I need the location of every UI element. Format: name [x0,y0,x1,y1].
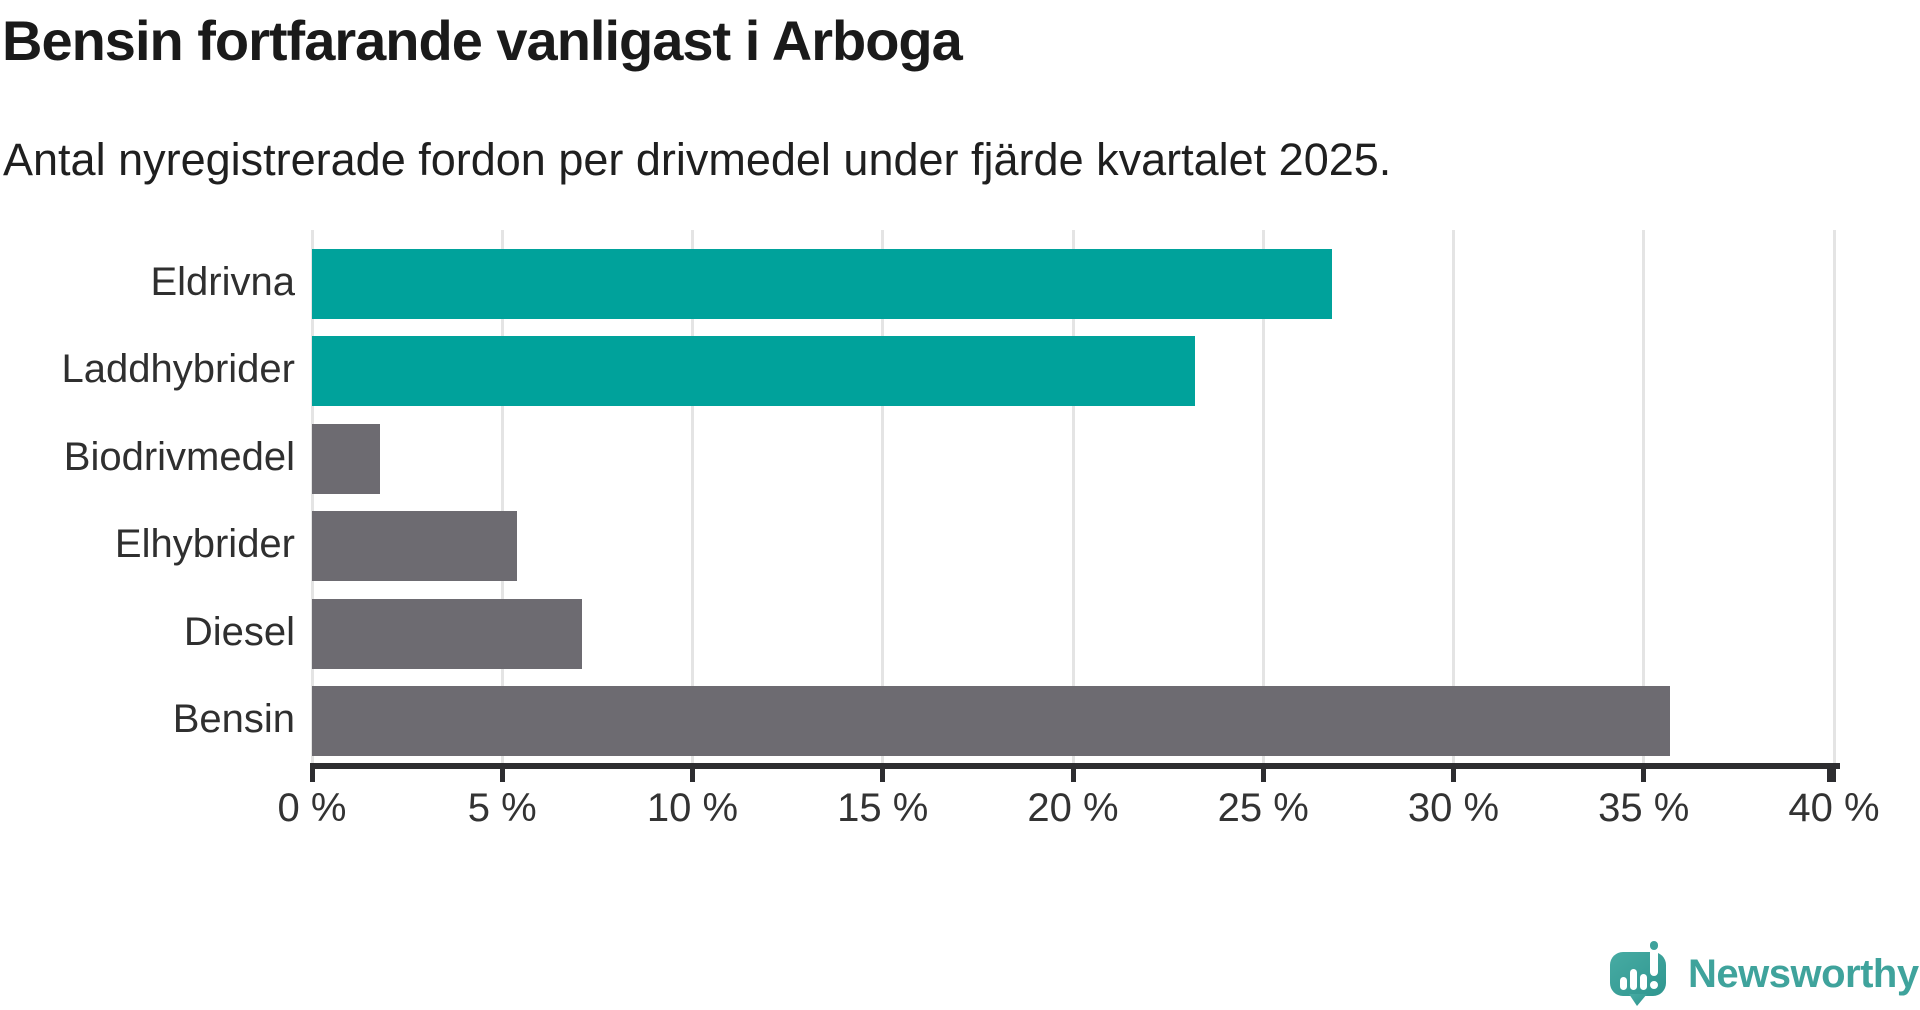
x-axis-tick [1451,769,1456,782]
x-axis-tick-label: 30 % [1407,786,1500,830]
logo-bubble-tail [1629,994,1647,1006]
x-axis-tick [1070,769,1076,782]
x-axis-tick-label: 20 % [1027,786,1119,830]
plot-area: Eldrivna Laddhybrider Biodrivmedel Elhybrid… [62,230,1880,830]
x-axis-tick [1827,769,1836,782]
category-label: Biodrivmedel [63,434,295,479]
chart-subtitle: Antal nyregistrerade fordon per drivmede… [3,134,1392,185]
category-label: Elhybrider [114,522,295,567]
gridline [1642,230,1646,763]
bar-biodrivmedel [312,423,381,494]
x-axis-tick [1260,769,1266,782]
gridline [500,230,504,763]
gridline [310,230,314,763]
x-axis-tick-label: 35 % [1598,786,1690,830]
x-axis-tick [690,769,695,782]
x-axis-tick-label: 40 % [1788,786,1880,830]
gridline [691,230,694,763]
logo-exclamation-dot [1650,981,1658,989]
bar-elhybrider [312,511,518,582]
x-axis-tick-label: 15 % [837,786,929,830]
x-axis-tick-label: 0 % [277,786,347,830]
x-axis-tick [309,769,315,782]
category-label: Eldrivna [150,260,295,304]
gridline [1452,230,1455,763]
logo-chart-bar-3 [1640,974,1647,990]
newsworthy-logo-icon [1610,941,1666,1006]
x-axis-tick [880,769,886,782]
gridline [1832,230,1836,763]
x-axis-tick-label: 25 % [1217,786,1309,830]
bar-eldrivna [312,249,1332,319]
category-label: Laddhybrider [61,347,296,392]
x-axis-tick [499,769,505,782]
bar-diesel [312,598,583,669]
logo-chart-bar-1 [1620,977,1627,990]
category-label: Diesel [183,609,295,654]
x-axis-tick-label: 5 % [467,786,537,830]
bar-laddhybrider [312,336,1195,407]
gridline [881,230,885,763]
x-axis-tick-label: 10 % [646,786,739,830]
logo-exclamation-tip [1650,941,1658,950]
category-label: Bensin [172,697,295,741]
gridline [1261,230,1265,763]
logo-exclamation-stroke [1650,943,1658,976]
logo-chart-bar-2 [1630,969,1637,990]
newsworthy-logo-text: Newsworthy [1688,951,1919,996]
chart-title: Bensin fortfarande vanligast i Arboga [2,9,963,72]
newsworthy-logo: Newsworthy [1606,940,1919,1008]
x-axis-line [310,763,1840,769]
gridline [1071,230,1075,763]
x-axis-tick [1641,769,1647,782]
bar-bensin [312,686,1671,756]
